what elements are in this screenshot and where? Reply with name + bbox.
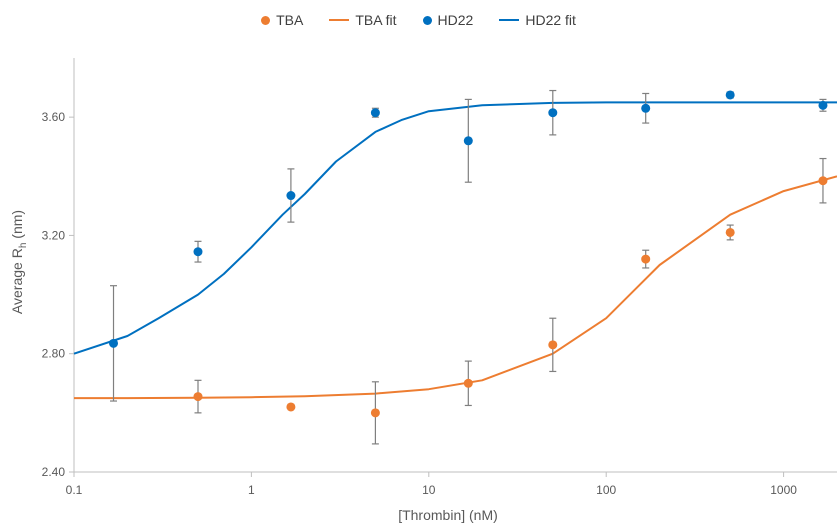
- x-tick-label: 10: [422, 483, 436, 497]
- tba-point: [818, 176, 828, 186]
- y-tick-label: 3.60: [42, 110, 66, 124]
- hd22-point: [109, 338, 119, 348]
- y-axis-title-unit: (nm): [9, 210, 25, 243]
- hd22-point: [641, 103, 651, 113]
- x-axis-title: [Thrombin] (nM): [398, 507, 498, 523]
- data-points: [109, 89, 828, 445]
- hd22-point: [463, 136, 473, 146]
- x-tick-label: 1000: [770, 483, 797, 497]
- tba-point: [463, 378, 473, 388]
- legend-label-tba-fit: TBA fit: [355, 12, 397, 28]
- legend-marker-hd22: [422, 15, 432, 25]
- y-axis-title-subscript: h: [18, 243, 29, 249]
- legend-item-tba-fit: TBA fit: [329, 12, 397, 28]
- hd22-point: [193, 247, 203, 257]
- hd22-point: [370, 108, 380, 118]
- tba-point: [193, 392, 203, 402]
- hd22-point: [818, 100, 828, 110]
- x-tick-label: 1: [248, 483, 255, 497]
- tba-fit-curve: [74, 175, 837, 400]
- legend-item-tba: TBA: [261, 12, 303, 28]
- y-tick-label: 2.80: [42, 347, 66, 361]
- hd22-fit-curve: [73, 101, 837, 355]
- tba-point: [641, 254, 651, 264]
- y-tick-label: 3.20: [42, 228, 66, 242]
- legend-label-tba: TBA: [276, 12, 304, 28]
- chart-axes: 0.1 1 10 100 1000 2.40 2.80 3.20 3.60: [42, 58, 837, 497]
- legend-label-hd22: HD22: [437, 12, 474, 28]
- y-tick-label: 2.40: [42, 465, 66, 479]
- x-tick-label: 0.1: [66, 483, 83, 497]
- legend-item-hd22-fit: HD22 fit: [499, 12, 576, 28]
- y-axis-title: Average Rh (nm): [9, 210, 29, 314]
- tba-point: [548, 340, 558, 350]
- hd22-point: [286, 191, 296, 201]
- chart-legend: TBA TBA fit HD22 HD22 fit: [0, 12, 837, 28]
- legend-marker-tba: [261, 15, 271, 25]
- hd22-point: [725, 90, 735, 100]
- y-axis-title-main: Average R: [9, 248, 25, 314]
- legend-item-hd22: HD22: [422, 12, 474, 28]
- legend-marker-tba-fit: [329, 19, 350, 21]
- x-tick-label: 100: [596, 483, 616, 497]
- tba-point: [370, 408, 380, 418]
- hd22-point: [548, 108, 558, 118]
- tba-point: [286, 402, 296, 412]
- legend-label-hd22-fit: HD22 fit: [525, 12, 576, 28]
- tba-point: [725, 227, 735, 237]
- legend-marker-hd22-fit: [499, 19, 520, 21]
- fit-lines: [73, 101, 837, 400]
